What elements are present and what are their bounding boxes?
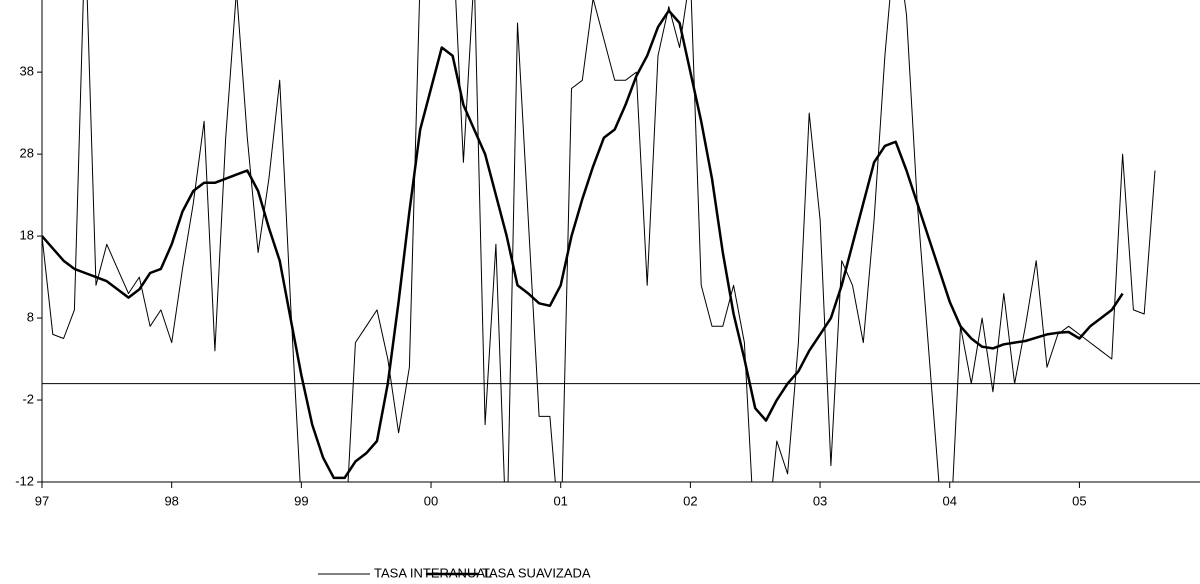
x-tick-label: 02	[683, 493, 697, 508]
x-tick-label: 05	[1072, 493, 1086, 508]
y-tick-label: -12	[15, 473, 34, 488]
x-tick-label: 04	[942, 493, 956, 508]
plot-area	[42, 0, 1156, 482]
series-line	[42, 0, 1156, 482]
y-tick-label: 8	[27, 309, 34, 324]
series-line	[42, 9, 1124, 480]
y-tick-label: 38	[20, 64, 34, 79]
y-tick-label: 28	[20, 146, 34, 161]
x-tick-label: 97	[35, 493, 49, 508]
x-tick-label: 03	[813, 493, 827, 508]
legend-label: TASA SUAVIZADA	[482, 565, 591, 580]
x-tick-label: 00	[424, 493, 438, 508]
x-tick-label: 01	[553, 493, 567, 508]
x-tick-label: 98	[164, 493, 178, 508]
y-tick-label: 18	[20, 228, 34, 243]
y-tick-label: -2	[22, 391, 34, 406]
x-tick-label: 99	[294, 493, 308, 508]
